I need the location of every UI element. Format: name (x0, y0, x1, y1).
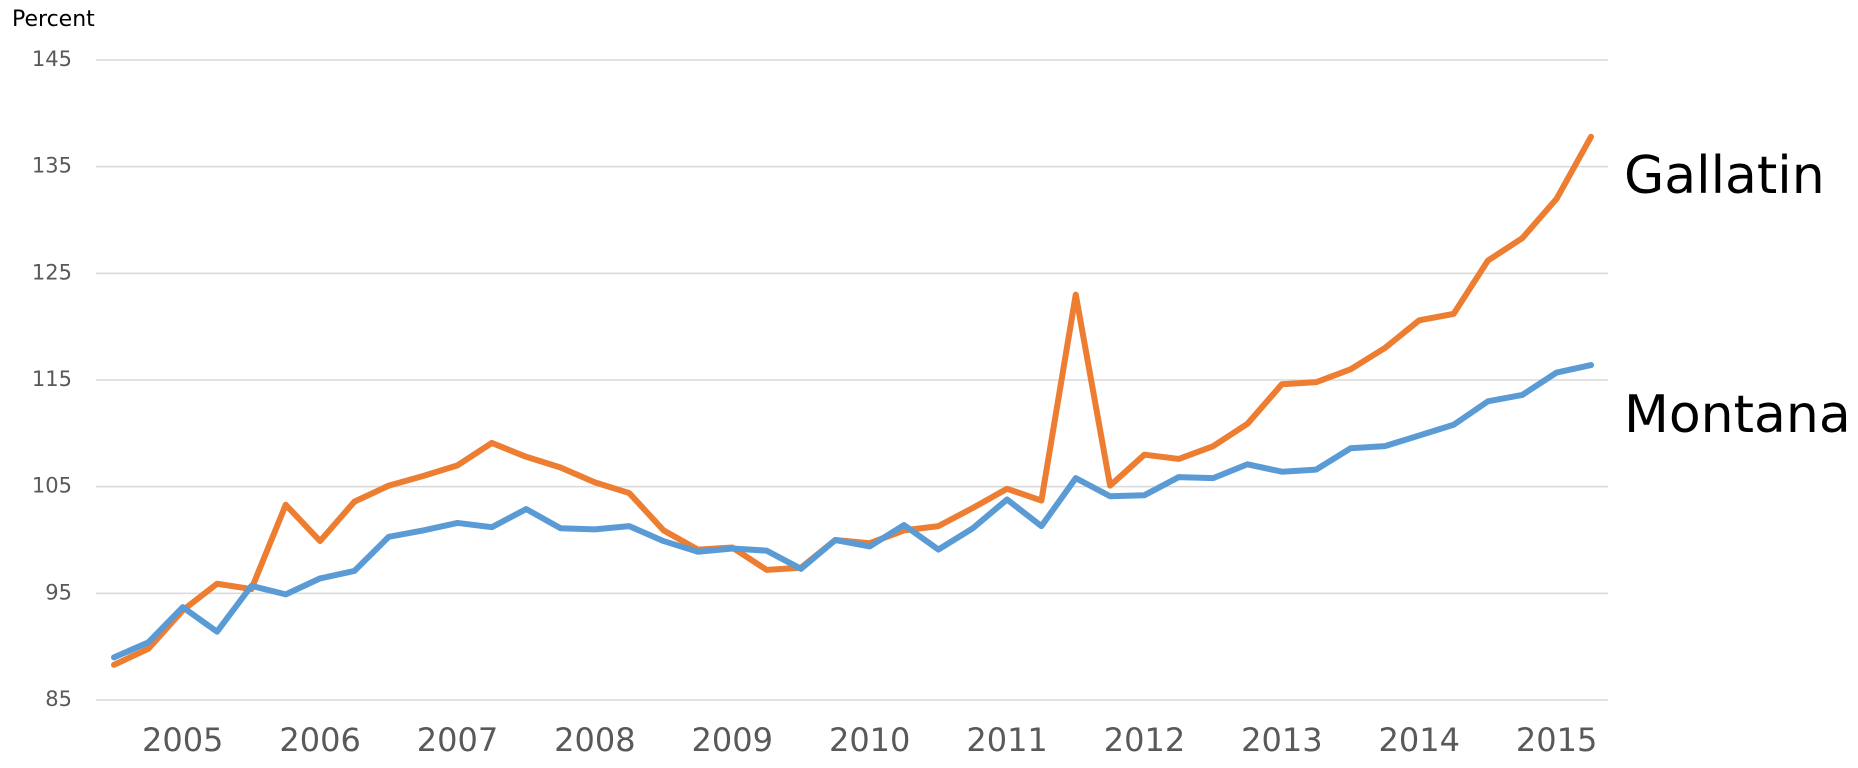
y-tick-label: 85 (45, 687, 72, 711)
series-label: Gallatin (1624, 146, 1825, 206)
y-tick-label: 95 (45, 580, 72, 604)
y-tick-label: 105 (32, 474, 72, 498)
y-tick-label: 135 (32, 154, 72, 178)
x-tick-label: 2006 (279, 721, 360, 759)
x-tick-label: 2007 (417, 721, 498, 759)
x-tick-label: 2012 (1104, 721, 1185, 759)
x-tick-label: 2014 (1379, 721, 1460, 759)
x-tick-label: 2013 (1241, 721, 1322, 759)
x-tick-label: 2015 (1516, 721, 1597, 759)
x-tick-label: 2011 (966, 721, 1047, 759)
series-line (111, 362, 1594, 661)
y-tick-label: 125 (32, 260, 72, 284)
x-tick-label: 2008 (554, 721, 635, 759)
series-label: Montana (1624, 385, 1851, 445)
x-tick-label: 2005 (142, 721, 223, 759)
y-axis-label: Percent (12, 7, 95, 32)
x-tick-label: 2010 (829, 721, 910, 759)
y-tick-label: 145 (32, 47, 72, 71)
series-line (111, 133, 1594, 668)
y-tick-label: 115 (32, 367, 72, 391)
x-tick-label: 2009 (692, 721, 773, 759)
